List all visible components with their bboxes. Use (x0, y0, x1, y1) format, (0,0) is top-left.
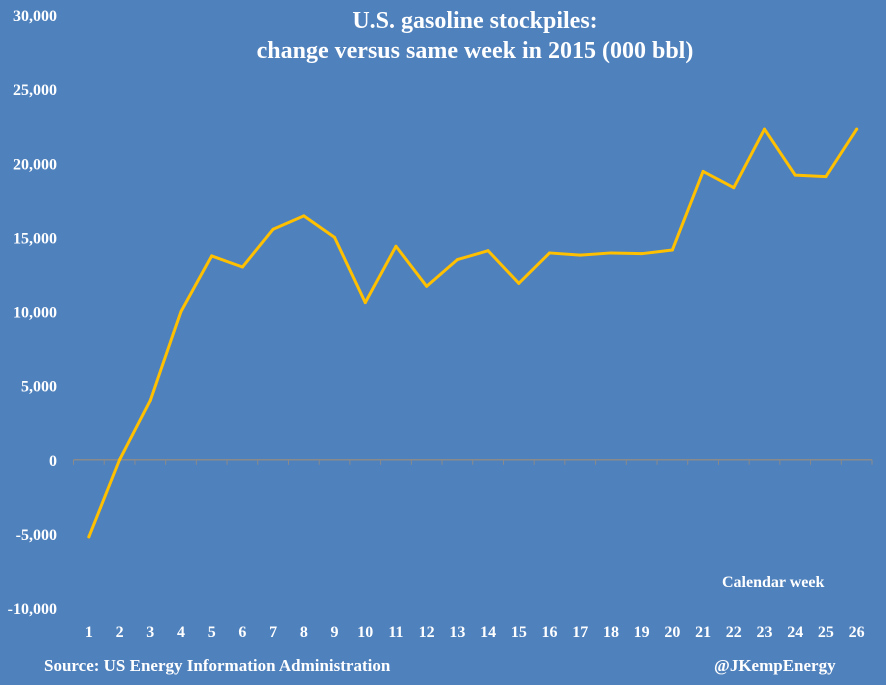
y-tick-label: 30,000 (13, 8, 57, 25)
x-tick-label: 16 (542, 624, 558, 641)
x-tick-label: 7 (269, 624, 277, 641)
x-tick-label: 23 (757, 624, 773, 641)
data-point (855, 127, 859, 131)
data-point (455, 258, 459, 262)
data-point (640, 252, 644, 256)
credit-note: @JKempEnergy (714, 656, 836, 675)
chart-title-line2: change versus same week in 2015 (000 bbl… (256, 38, 694, 64)
data-point (87, 535, 91, 539)
x-tick-label: 1 (85, 624, 93, 641)
y-tick-label: 15,000 (13, 230, 57, 247)
data-point (824, 175, 828, 179)
chart-title-line1: U.S. gasoline stockpiles: (352, 8, 598, 34)
data-point (118, 458, 122, 462)
data-point (394, 244, 398, 248)
data-point (302, 214, 306, 218)
data-point (763, 127, 767, 131)
y-tick-label: 20,000 (13, 156, 57, 173)
series-line (87, 127, 859, 539)
x-tick-label: 6 (238, 624, 246, 641)
x-tick-label: 26 (849, 624, 865, 641)
y-tick-label: 10,000 (13, 305, 57, 322)
y-tick-label: -5,000 (16, 527, 57, 544)
x-tick-label: 21 (695, 624, 711, 641)
data-point (179, 310, 183, 313)
data-point (548, 251, 552, 255)
data-point (732, 186, 736, 190)
x-tick-label: 18 (603, 624, 619, 641)
source-note: Source: US Energy Information Administra… (44, 656, 391, 675)
x-tick-label: 3 (146, 624, 154, 641)
data-point (701, 169, 705, 173)
data-point (578, 253, 582, 257)
x-tick-label: 24 (787, 624, 803, 641)
x-tick-label: 13 (449, 624, 465, 641)
data-point (148, 398, 152, 402)
x-tick-label: 11 (388, 624, 403, 641)
x-tick-label: 19 (634, 624, 650, 641)
data-point (609, 251, 613, 255)
x-tick-label: 4 (177, 624, 185, 641)
x-tick-label: 9 (331, 624, 339, 641)
data-point (793, 173, 797, 177)
x-tick-label: 10 (357, 624, 373, 641)
data-point (333, 235, 337, 239)
data-point (210, 254, 214, 258)
x-tick-label: 8 (300, 624, 308, 641)
y-tick-label: 5,000 (21, 379, 57, 396)
data-point (425, 284, 429, 288)
y-tick-label: 0 (49, 453, 57, 470)
y-tick-label: -10,000 (8, 601, 57, 618)
x-tick-label: 25 (818, 624, 834, 641)
data-point (517, 281, 521, 285)
x-tick-label: 14 (480, 624, 496, 641)
chart-title: U.S. gasoline stockpiles: change versus … (150, 6, 800, 66)
data-point (240, 265, 244, 269)
y-tick-label: 25,000 (13, 82, 57, 99)
x-tick-label: 2 (116, 624, 124, 641)
x-tick-label: 17 (572, 624, 588, 641)
data-point (363, 301, 367, 305)
x-tick-label: 5 (208, 624, 216, 641)
x-tick-label: 15 (511, 624, 527, 641)
x-tick-label: 12 (419, 624, 435, 641)
x-tick-label: 20 (664, 624, 680, 641)
data-point (670, 248, 674, 252)
x-axis-label: Calendar week (722, 574, 825, 591)
x-tick-label: 22 (726, 624, 742, 641)
data-point (486, 249, 490, 253)
data-point (271, 227, 275, 231)
